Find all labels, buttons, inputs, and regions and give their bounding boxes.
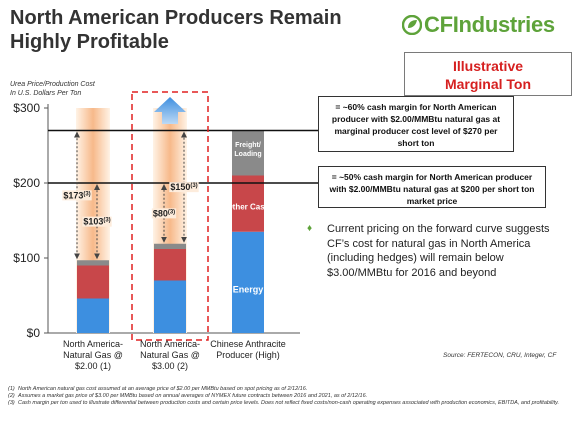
y-tick-label: $100 (13, 251, 40, 265)
y-tick-label: $300 (13, 101, 40, 115)
axis-caption-line-2: In U.S. Dollars Per Ton (10, 90, 82, 97)
y-tick-label: $200 (13, 176, 40, 190)
margin-label-background (169, 182, 199, 193)
bar-segment-energy (77, 298, 109, 333)
footnote-2: (2) Assumes a market gas price of $3.00 p… (8, 393, 574, 400)
x-category-label: North America- (140, 339, 200, 349)
margin-label-background (151, 208, 177, 219)
margin-label-footnote: (3) (103, 218, 110, 224)
cf-industries-logo: CFIndustries (402, 12, 555, 38)
footnote-number: (1) (8, 386, 15, 392)
bar-segment-other (77, 265, 109, 299)
diamond-bullet-icon: ♦ (307, 223, 313, 234)
bar-segment-other (232, 175, 264, 232)
margin-label-background (62, 190, 92, 201)
source-note: Source: FERTECON, CRU, Integer, CF (443, 352, 557, 359)
axis-caption-line-1: Urea Price/Production Cost (10, 81, 95, 88)
segment-label-freight-2: Loading (234, 151, 261, 158)
footnote-number: (2) (8, 393, 15, 399)
callout-60-percent-margin: = ~60% cash margin for North American pr… (318, 96, 514, 152)
margin-label: $150(3) (170, 182, 197, 192)
illustrative-line-2: Marginal Ton (444, 76, 532, 92)
bar-segment-energy (154, 280, 186, 333)
footnote-text: Cash margin per ton used to illustrate d… (18, 400, 560, 406)
segment-label-other: Other Cash (226, 203, 269, 212)
logo-text: CFIndustries (424, 12, 555, 37)
callout-50-percent-margin: = ~50% cash margin for North American pr… (318, 166, 546, 208)
bar-segment-other (154, 249, 186, 281)
segment-label-freight-1: Freight/ (235, 142, 261, 149)
margin-label-footnote: (3) (168, 209, 175, 215)
footnotes: (1) North American natural gas cost assum… (8, 386, 574, 407)
y-tick-label: $0 (27, 326, 41, 340)
x-category-label: Producer (High) (216, 350, 280, 360)
footnote-text: North American natural gas cost assumed … (18, 386, 308, 392)
x-category-label: Chinese Anthracite (210, 339, 286, 349)
segment-label-energy: Energy (233, 285, 264, 295)
x-category-label: $2.00 (1) (75, 361, 111, 371)
bar-segment-freight (77, 260, 109, 266)
margin-label-value: $150 (170, 182, 190, 192)
gas-pricing-bullet: ♦ Current pricing on the forward curve s… (307, 222, 569, 280)
x-category-label: $3.00 (2) (152, 361, 188, 371)
illustrative-line-1: Illustrative (452, 58, 524, 74)
leaf-logo-icon (402, 15, 422, 35)
title-line-2: Highly Profitable (10, 31, 169, 53)
bar-segment-freight (154, 243, 186, 249)
highlight-box (131, 91, 209, 341)
margin-label: $103(3) (83, 217, 110, 227)
footnote-3: (3) Cash margin per ton used to illustrat… (8, 400, 574, 407)
x-category-label: Natural Gas @ (140, 350, 200, 360)
margin-label-background (82, 216, 112, 227)
margin-label-value: $173 (63, 190, 83, 200)
illustrative-marginal-ton-box: Illustrative Marginal Ton (404, 52, 572, 96)
margin-label-footnote: (3) (83, 191, 90, 197)
bar-segment-freight (232, 130, 264, 176)
up-arrow-icon (154, 97, 186, 124)
margin-label: $173(3) (63, 190, 90, 200)
margin-label: $80(3) (153, 208, 175, 218)
margin-label-value: $80 (153, 208, 168, 218)
x-category-label: Natural Gas @ (63, 350, 123, 360)
axis-caption: Urea Price/Production Cost In U.S. Dolla… (10, 80, 95, 98)
margin-label-footnote: (3) (190, 183, 197, 189)
x-category-label: North America- (63, 339, 123, 349)
title-line-1: North American Producers Remain (10, 7, 342, 29)
footnote-text: Assumes a market gas price of $3.00 per … (18, 393, 368, 399)
bar-segment-energy (232, 231, 264, 333)
slide-title: North American Producers Remain Highly P… (10, 6, 380, 54)
bullet-text: Current pricing on the forward curve sug… (327, 223, 550, 279)
footnote-number: (3) (8, 400, 15, 406)
footnote-1: (1) North American natural gas cost assum… (8, 386, 574, 393)
margin-label-value: $103 (83, 217, 103, 227)
